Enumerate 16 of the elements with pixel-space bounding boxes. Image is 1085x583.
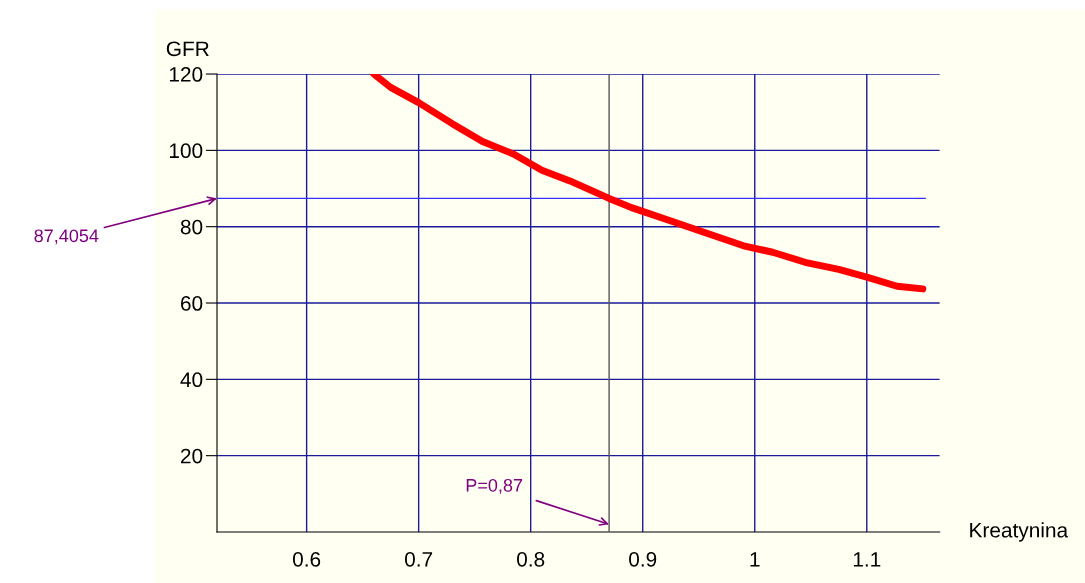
x-tick-label: 1.1 — [853, 552, 881, 567]
y-tick-label: 40 — [180, 372, 203, 388]
y-tick-label: 100 — [169, 143, 203, 159]
x-tick-label: 0.7 — [404, 551, 433, 567]
y-tick-label: 80 — [180, 219, 203, 235]
y-tick-label: 120 — [169, 67, 203, 82]
x-tick-label: 0.8 — [517, 551, 545, 567]
x-tick-label: 0.6 — [292, 551, 321, 567]
ref-line-label: P=0,87 — [466, 478, 523, 494]
y-tick-label: 60 — [181, 296, 203, 311]
x-tick-label: 0.9 — [629, 551, 657, 567]
y-tick-label: 20 — [180, 448, 203, 464]
y-axis-title: GFR — [166, 41, 209, 57]
ref-line-label: 87,4054 — [34, 229, 99, 245]
x-tick-label: 1 — [750, 552, 760, 567]
x-axis-title: Kreatynina — [970, 522, 1069, 542]
